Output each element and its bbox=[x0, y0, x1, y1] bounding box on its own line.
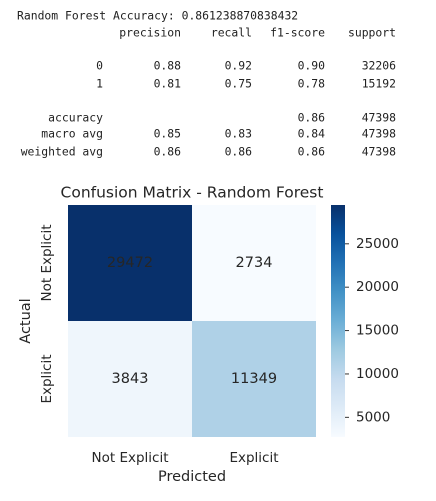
report-cell: 47398 bbox=[362, 111, 396, 125]
report-cell: 0.92 bbox=[225, 59, 252, 73]
x-axis-label: Predicted bbox=[158, 469, 226, 485]
cell-annotation: 29472 bbox=[107, 255, 153, 271]
report-cell: 32206 bbox=[362, 59, 396, 73]
cell-annotation: 11349 bbox=[231, 371, 277, 387]
report-cell: 0.78 bbox=[298, 77, 326, 91]
report-row-label: 1 bbox=[96, 77, 103, 91]
report-header: precision bbox=[119, 26, 181, 40]
colorbar-tick-label: 5000 bbox=[356, 409, 390, 425]
report-cell: 0.83 bbox=[225, 127, 252, 141]
report-cell: 0.88 bbox=[154, 59, 182, 73]
colorbar bbox=[331, 205, 345, 437]
report-row-label: macro avg bbox=[41, 127, 103, 141]
report-row-label: weighted avg bbox=[21, 145, 103, 159]
heatmap-cell bbox=[68, 205, 192, 321]
report-cell: 0.86 bbox=[298, 111, 326, 125]
colorbar-tick-label: 25000 bbox=[356, 236, 399, 252]
report-header: f1-score bbox=[270, 26, 325, 40]
heatmap-cell bbox=[68, 321, 192, 437]
colorbar-tick-label: 15000 bbox=[356, 323, 399, 339]
y-axis-label: Actual bbox=[18, 298, 34, 343]
report-cell: 47398 bbox=[362, 145, 396, 159]
report-cell: 0.85 bbox=[154, 127, 181, 141]
heatmap-cell bbox=[192, 205, 316, 321]
report-cell: 0.81 bbox=[154, 77, 182, 91]
report-cell: 15192 bbox=[362, 77, 396, 91]
report-cell: 0.86 bbox=[225, 145, 253, 159]
y-tick-label: Explicit bbox=[39, 354, 55, 403]
x-tick-label: Not Explicit bbox=[92, 450, 169, 466]
y-tick-label: Not Explicit bbox=[39, 225, 55, 302]
cell-annotation: 3843 bbox=[112, 371, 149, 387]
heatmap-cell bbox=[192, 321, 316, 437]
report-row-label: 0 bbox=[96, 59, 103, 73]
report-header: recall bbox=[211, 26, 252, 40]
report-header: support bbox=[348, 26, 396, 40]
report-row-label: accuracy bbox=[48, 111, 103, 125]
report-cell: 0.84 bbox=[298, 127, 326, 141]
report-cell: 0.75 bbox=[225, 77, 252, 91]
colorbar-tick-label: 20000 bbox=[356, 279, 399, 295]
accuracy-line: Random Forest Accuracy: 0.86123887083843… bbox=[17, 9, 298, 23]
x-tick-label: Explicit bbox=[229, 450, 278, 466]
chart-title: Confusion Matrix - Random Forest bbox=[61, 184, 324, 202]
report-cell: 47398 bbox=[362, 127, 396, 141]
report-cell: 0.86 bbox=[154, 145, 182, 159]
report-cell: 0.90 bbox=[298, 59, 326, 73]
cell-annotation: 2734 bbox=[236, 255, 273, 271]
colorbar-tick-label: 10000 bbox=[356, 366, 399, 382]
report-cell: 0.86 bbox=[298, 145, 326, 159]
